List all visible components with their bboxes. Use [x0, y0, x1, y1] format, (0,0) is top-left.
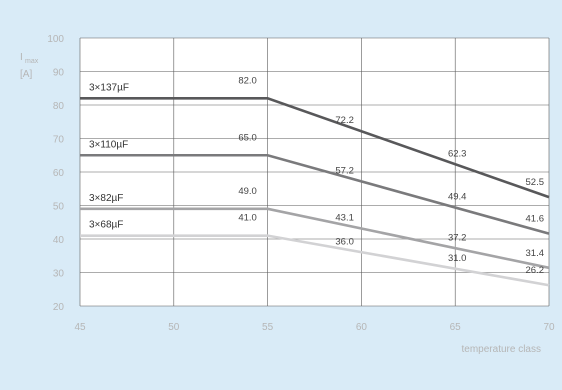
data-label: 82.0 — [238, 75, 257, 86]
x-tick-label: 60 — [356, 322, 368, 333]
y-axis-title-main: I — [20, 52, 23, 63]
data-label: 72.2 — [335, 115, 354, 126]
data-label: 41.0 — [238, 213, 257, 224]
tick-labels: 20 30 40 50 60 70 80 90 100 45 50 55 60 65 70 — [47, 34, 555, 333]
data-label: 52.5 — [526, 177, 545, 188]
y-axis-title-sub: max — [25, 58, 39, 65]
data-label: 65.0 — [238, 132, 257, 143]
series-line-2 — [80, 153, 550, 235]
series-line-3 — [80, 207, 550, 270]
y-tick-label: 30 — [53, 269, 65, 280]
data-label: 57.2 — [335, 165, 354, 176]
x-tick-label: 50 — [168, 322, 180, 333]
y-tick-label: 40 — [53, 235, 65, 246]
x-axis-title: temperature class — [462, 344, 541, 355]
x-tick-label: 70 — [543, 322, 555, 333]
series-name-label: 3×82µF — [89, 193, 123, 204]
y-axis-title-unit: [A] — [20, 69, 32, 80]
series-line-1 — [80, 97, 550, 199]
data-label: 49.0 — [238, 186, 257, 197]
data-label: 41.6 — [526, 214, 545, 225]
data-label: 31.0 — [448, 253, 467, 264]
data-label: 62.3 — [448, 148, 467, 159]
y-tick-label: 100 — [47, 34, 64, 45]
y-tick-label: 70 — [53, 135, 65, 146]
data-label: 31.4 — [526, 248, 545, 259]
grid — [79, 37, 550, 307]
data-label: 26.2 — [526, 265, 545, 276]
x-tick-label: 65 — [450, 322, 462, 333]
data-labels: 3×137µF 82.0 72.2 62.3 52.5 3×110µF 65.0 57.2 49… — [89, 75, 544, 276]
series-name-label: 3×110µF — [89, 139, 128, 150]
y-tick-label: 60 — [53, 168, 65, 179]
data-label: 37.2 — [448, 232, 467, 243]
y-tick-label: 80 — [53, 101, 65, 112]
data-label: 43.1 — [335, 213, 354, 224]
series-line-4 — [80, 234, 550, 287]
data-label: 49.4 — [448, 192, 467, 203]
data-label: 36.0 — [335, 236, 354, 247]
y-axis-title: I max [A] — [20, 52, 39, 80]
y-tick-label: 20 — [53, 302, 65, 313]
series-lines — [80, 97, 550, 287]
y-tick-label: 50 — [53, 202, 65, 213]
x-tick-label: 55 — [262, 322, 274, 333]
x-tick-label: 45 — [74, 322, 86, 333]
series-name-label: 3×137µF — [89, 82, 129, 93]
series-name-label: 3×68µF — [89, 220, 123, 231]
y-tick-label: 90 — [53, 68, 65, 79]
